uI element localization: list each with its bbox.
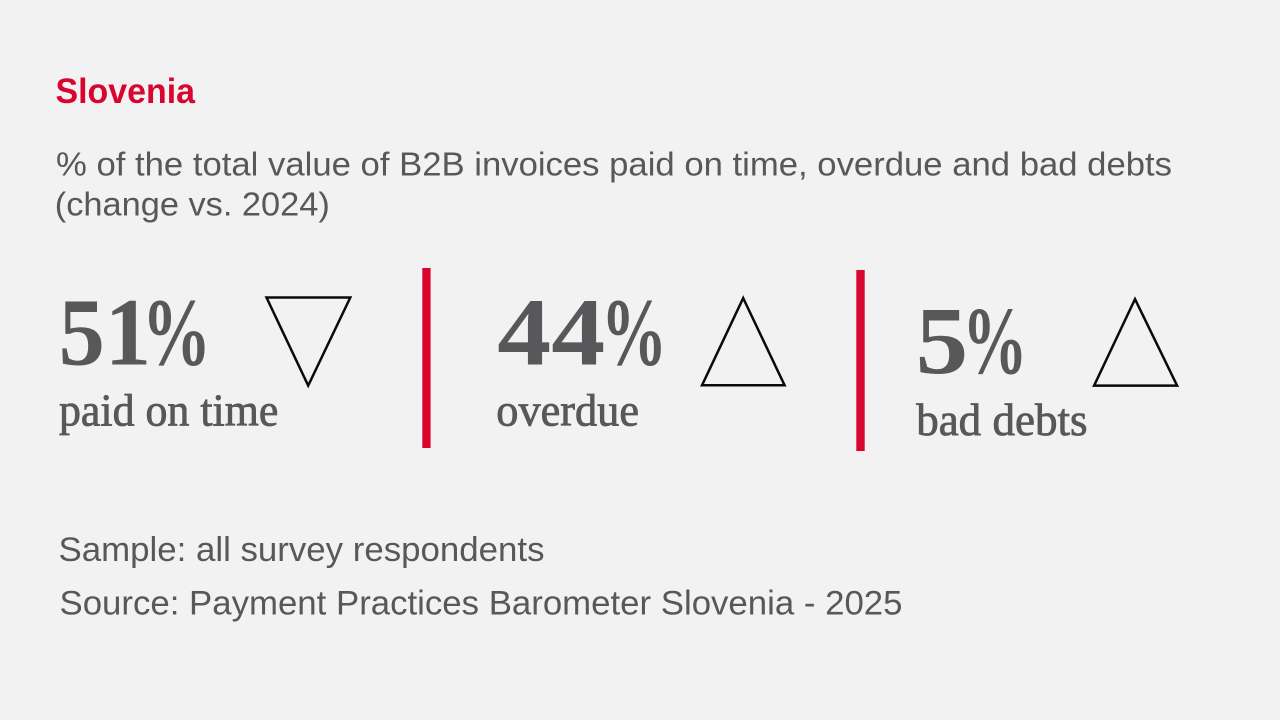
svg-text:%: % <box>962 287 1027 394</box>
svg-text:%: % <box>142 279 211 386</box>
svg-text:44: 44 <box>497 279 605 386</box>
svg-text:paid on time: paid on time <box>59 384 278 435</box>
svg-text:Sample: all survey respondents: Sample: all survey respondents <box>59 531 545 569</box>
svg-text:Slovenia: Slovenia <box>56 72 196 111</box>
svg-text:51: 51 <box>59 279 152 386</box>
svg-text:%: % <box>601 279 667 386</box>
svg-text:Source: Payment Practices Baro: Source: Payment Practices Barometer Slov… <box>60 585 903 623</box>
svg-text:overdue: overdue <box>496 384 639 435</box>
svg-text:5: 5 <box>916 287 969 394</box>
svg-text:(change vs. 2024): (change vs. 2024) <box>55 185 330 222</box>
svg-text:bad debts: bad debts <box>916 394 1087 445</box>
svg-text:% of the total value of B2B in: % of the total value of B2B invoices pai… <box>56 145 1172 182</box>
